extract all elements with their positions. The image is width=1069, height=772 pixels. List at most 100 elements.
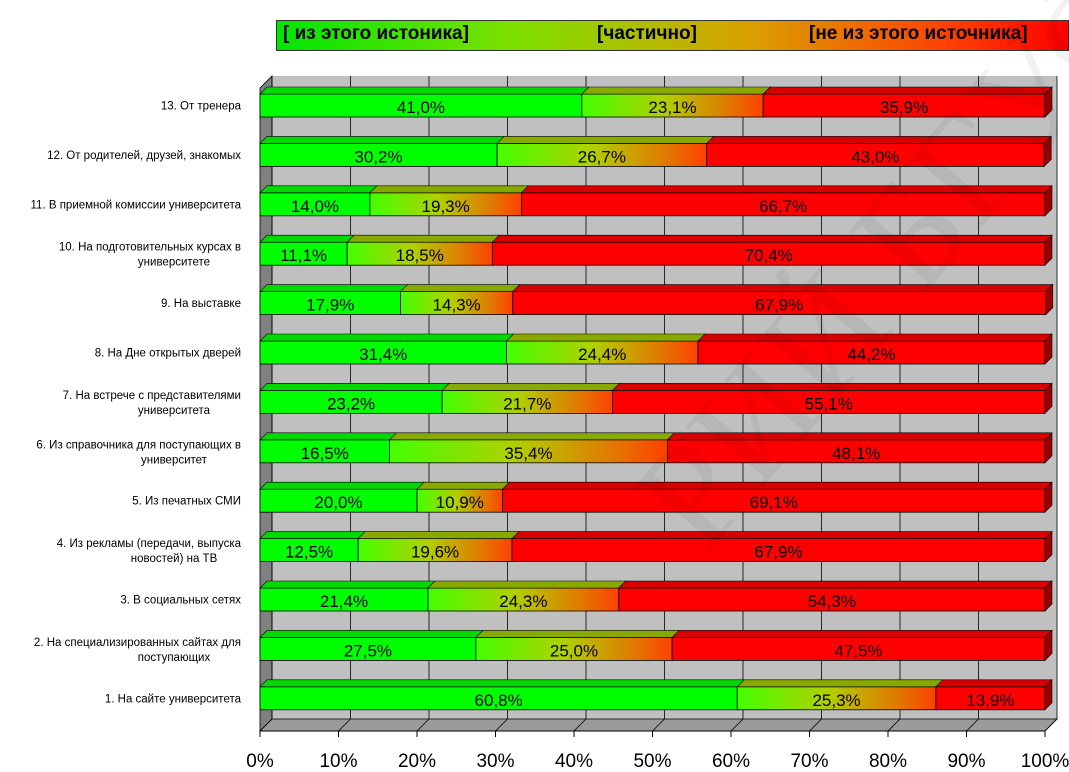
bar-top-face bbox=[259, 86, 590, 95]
x-tick-label: 50% bbox=[633, 751, 671, 772]
bar-top-face bbox=[705, 136, 1052, 144]
gridline-floor bbox=[495, 718, 508, 732]
gridline-floor bbox=[1044, 718, 1058, 732]
data-label: 11,1% bbox=[280, 246, 327, 265]
category-label: 1. На сайте университета bbox=[105, 693, 242, 705]
data-label: 13,9% bbox=[966, 691, 1014, 710]
data-label: 27,5% bbox=[344, 641, 392, 660]
x-tick-label: 10% bbox=[319, 751, 357, 772]
gridline-floor bbox=[573, 718, 587, 732]
bar-top-face bbox=[259, 234, 355, 243]
bar-top-face bbox=[259, 531, 366, 539]
data-label: 69,1% bbox=[750, 493, 798, 512]
data-label: 19,3% bbox=[422, 197, 470, 216]
bar-top-face bbox=[259, 136, 505, 144]
bar-side-face bbox=[1045, 283, 1054, 316]
category-label: 11. В приемной комиссии университета bbox=[31, 199, 242, 211]
bar-top-face bbox=[671, 630, 1053, 638]
x-tick-label: 40% bbox=[555, 751, 593, 772]
gridline-floor bbox=[966, 718, 979, 732]
bar-top-face bbox=[259, 383, 450, 391]
gridline-floor bbox=[416, 718, 430, 732]
bar-top-face bbox=[416, 481, 511, 490]
data-label: 18,5% bbox=[396, 246, 444, 265]
data-label: 10,9% bbox=[436, 493, 484, 512]
bar-top-face bbox=[259, 432, 398, 441]
gridline-floor bbox=[338, 718, 351, 732]
x-tick-label: 90% bbox=[947, 751, 985, 772]
category-label: 12. От родителей, друзей, знакомых bbox=[47, 150, 241, 162]
category-label: 7. На встрече с представителями bbox=[63, 390, 241, 402]
bar-top-face bbox=[697, 333, 1053, 342]
bar-top-face bbox=[259, 481, 425, 490]
category-label: университета bbox=[138, 405, 211, 417]
data-label: 31,4% bbox=[359, 345, 407, 364]
bar-top-face bbox=[581, 86, 771, 95]
bar-side-face bbox=[1044, 382, 1053, 415]
data-label: 48,1% bbox=[832, 444, 880, 463]
x-tick-label: 70% bbox=[790, 751, 828, 772]
bar-top-face bbox=[491, 234, 1053, 243]
bar-top-face bbox=[357, 531, 520, 539]
data-label: 41,0% bbox=[397, 98, 445, 117]
data-label: 67,9% bbox=[755, 296, 803, 315]
legend-from-source: [ из этого истоника] bbox=[283, 23, 469, 44]
data-label: 60,8% bbox=[475, 691, 523, 710]
data-label: 21,4% bbox=[320, 592, 368, 611]
category-label: 8. На Дне открытых дверей bbox=[95, 348, 241, 360]
data-label: 17,9% bbox=[306, 296, 354, 315]
bar-top-face bbox=[520, 185, 1053, 194]
bar-side-face bbox=[1044, 333, 1053, 365]
data-label: 25,0% bbox=[550, 641, 598, 660]
bar-top-face bbox=[399, 284, 521, 292]
data-label: 30,2% bbox=[354, 147, 402, 166]
data-label: 16,5% bbox=[301, 444, 349, 463]
bar-top-face bbox=[259, 630, 484, 638]
bar-side-face bbox=[1044, 432, 1053, 464]
category-label: 10. На подготовительных курсах в bbox=[59, 242, 241, 254]
gridline-floor bbox=[887, 718, 901, 732]
data-label: 55,1% bbox=[805, 394, 853, 413]
data-label: 66,7% bbox=[759, 197, 807, 216]
bar-top-face bbox=[505, 333, 706, 342]
bar-side-face bbox=[1044, 481, 1053, 513]
data-label: 43,0% bbox=[851, 147, 899, 166]
data-label: 23,1% bbox=[648, 98, 696, 117]
bar-top-face bbox=[611, 383, 1053, 391]
bar-top-face bbox=[935, 679, 1053, 688]
bar-top-face bbox=[259, 580, 436, 589]
data-label: 20,0% bbox=[314, 493, 362, 512]
data-label: 44,2% bbox=[847, 345, 895, 364]
bar-side-face bbox=[1044, 185, 1053, 217]
data-label: 35,4% bbox=[504, 444, 552, 463]
bar-top-face bbox=[369, 185, 530, 194]
gridline-floor bbox=[652, 718, 665, 732]
legend-partial: [частично] bbox=[597, 23, 697, 44]
gridline-floor bbox=[809, 718, 822, 732]
category-label: 2. На специализированных сайтах для bbox=[34, 637, 241, 649]
bar-top-face bbox=[511, 531, 1053, 539]
data-label: 67,9% bbox=[754, 543, 802, 562]
category-label: поступающих bbox=[138, 652, 211, 664]
category-label: университете bbox=[138, 257, 210, 269]
category-label: 5. Из печатных СМИ bbox=[132, 496, 241, 508]
bar-top-face bbox=[259, 679, 746, 688]
bar-side-face bbox=[1044, 580, 1053, 612]
legend-not-from-source: [не из этого источника] bbox=[809, 23, 1028, 44]
bar-side-face bbox=[1043, 135, 1052, 168]
data-label: 24,3% bbox=[499, 592, 547, 611]
data-label: 70,4% bbox=[745, 246, 793, 265]
bar-top-face bbox=[666, 432, 1053, 441]
bar-top-face bbox=[512, 284, 1054, 292]
category-label: 13. От тренера bbox=[161, 101, 242, 113]
bar-top-face bbox=[259, 284, 409, 292]
bar-top-face bbox=[346, 234, 501, 243]
bar-top-face bbox=[501, 481, 1053, 490]
category-label: 6. Из справочника для поступающих в bbox=[36, 439, 241, 451]
bar-side-face bbox=[1044, 234, 1053, 266]
bar-top-face bbox=[259, 185, 378, 194]
category-label: 4. Из рекламы (передачи, выпуска bbox=[57, 538, 242, 550]
x-tick-label: 60% bbox=[712, 751, 750, 772]
bar-top-face bbox=[441, 383, 621, 391]
